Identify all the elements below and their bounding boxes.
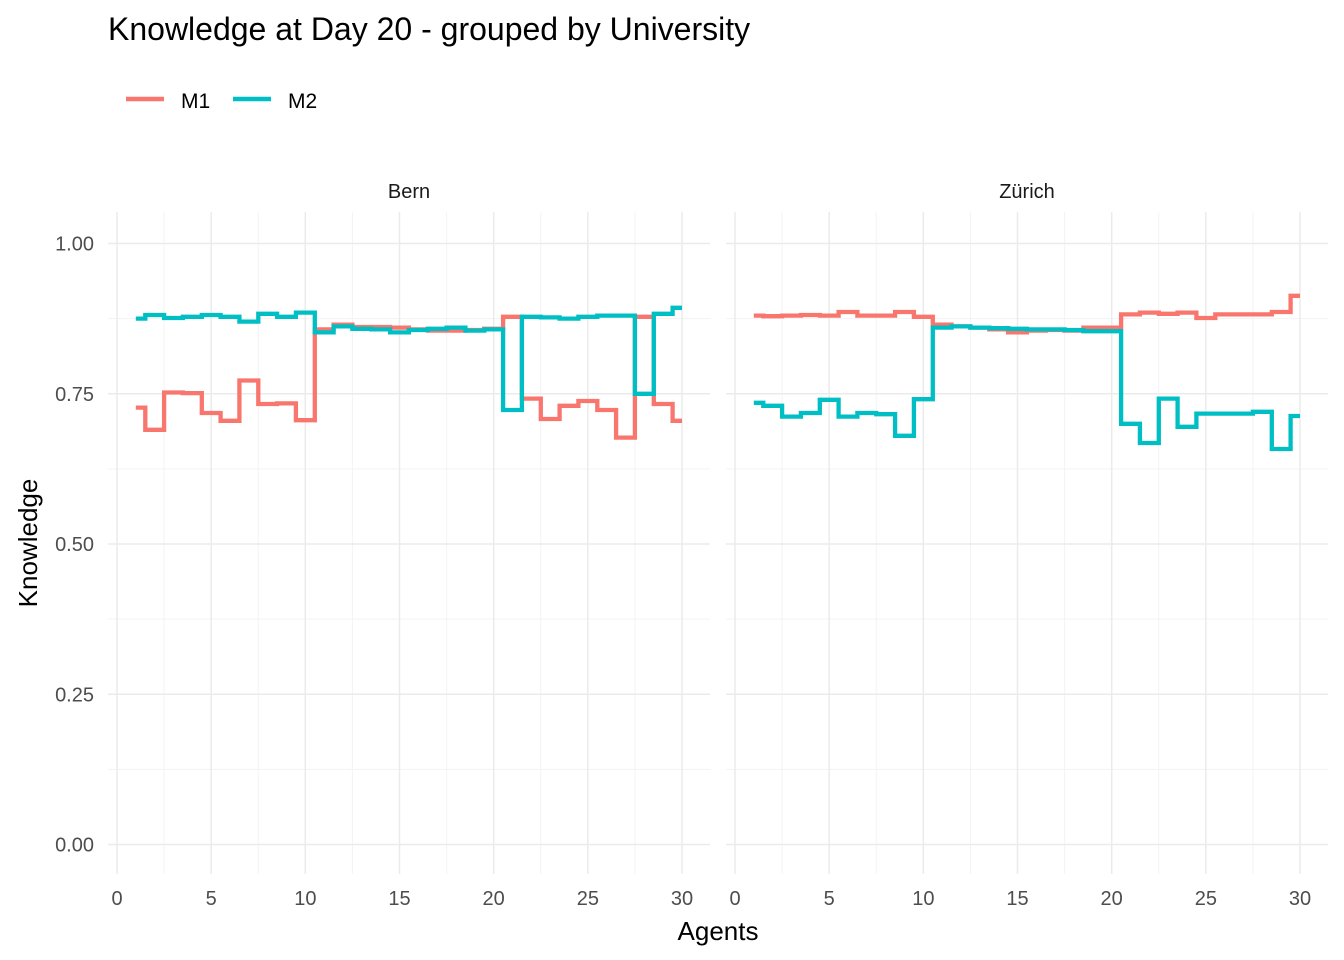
x-tick-label: 10 (294, 888, 316, 910)
series-line-m1 (135, 314, 682, 440)
y-tick-label: 0.00 (55, 835, 94, 857)
series-line-m1 (753, 293, 1300, 335)
panel-zurich: Zürich 0 5 10 15 20 25 30 (726, 181, 1328, 910)
x-tick-label: 15 (1006, 888, 1028, 910)
gridlines (108, 212, 710, 874)
x-tick-label: 25 (1195, 888, 1217, 910)
chart-title: Knowledge at Day 20 - grouped by Univers… (108, 11, 750, 47)
x-tick-label: 30 (1289, 888, 1311, 910)
x-tick-label: 5 (824, 888, 835, 910)
legend-label-m2: M2 (288, 90, 317, 113)
y-tick-label: 0.50 (55, 534, 94, 556)
y-axis-title: Knowledge (13, 479, 43, 608)
x-tick-label: 10 (912, 888, 934, 910)
x-tick-label: 15 (388, 888, 410, 910)
x-tick-labels: 0 5 10 15 20 25 30 (729, 888, 1311, 910)
x-tick-label: 20 (483, 888, 505, 910)
x-tick-label: 25 (577, 888, 599, 910)
x-tick-label: 20 (1101, 888, 1123, 910)
panel-bern: Bern 0 5 10 15 20 25 30 (108, 181, 710, 910)
series-line-m2 (135, 305, 682, 413)
y-tick-labels: 0.00 0.25 0.50 0.75 1.00 (55, 234, 94, 857)
strip-label-bern: Bern (388, 181, 430, 203)
y-tick-label: 1.00 (55, 234, 94, 256)
x-tick-labels: 0 5 10 15 20 25 30 (111, 888, 693, 910)
y-tick-label: 0.75 (55, 384, 94, 406)
legend-label-m1: M1 (181, 90, 210, 113)
strip-label-zurich: Zürich (999, 181, 1055, 203)
x-tick-label: 0 (729, 888, 740, 910)
x-tick-label: 30 (671, 888, 693, 910)
series-line-m2 (753, 324, 1300, 452)
series-lines (135, 305, 682, 440)
x-tick-label: 5 (206, 888, 217, 910)
y-tick-label: 0.25 (55, 684, 94, 706)
x-tick-label: 0 (111, 888, 122, 910)
x-axis-title: Agents (678, 916, 759, 946)
series-lines (753, 293, 1300, 452)
gridlines (726, 212, 1328, 874)
legend: M1 M2 (126, 90, 317, 113)
